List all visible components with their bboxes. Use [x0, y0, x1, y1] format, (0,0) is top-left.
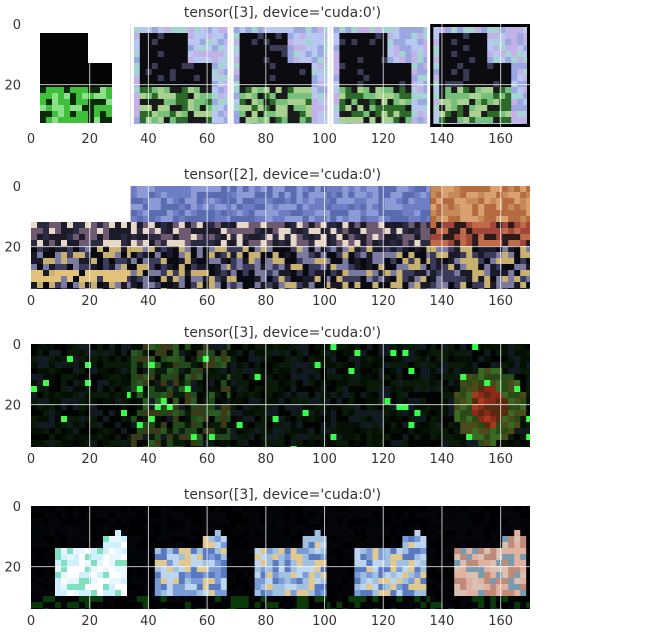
x-tick-label: 120 [371, 614, 396, 629]
image-tile-2 [130, 506, 231, 609]
image-tile-5 [433, 27, 528, 124]
image-tile-4 [330, 506, 431, 609]
chart-title: tensor([3], device='cuda:0') [184, 5, 381, 21]
x-tick-label: 60 [199, 452, 216, 467]
image-tile-4 [330, 24, 431, 127]
x-tick-label: 60 [199, 294, 216, 309]
image-tile-1 [31, 24, 131, 127]
x-tick-label: 0 [27, 452, 35, 467]
x-tick-label: 0 [27, 614, 35, 629]
x-tick-label: 140 [430, 132, 455, 147]
image-tile-5 [430, 186, 531, 289]
image-tile-1 [31, 186, 131, 289]
chart-panel-2: tensor([2], device='cuda:0') 0 20 40 60 80 100… [4, 167, 531, 309]
x-tick-label: 20 [81, 132, 98, 147]
y-tick-label: 0 [13, 18, 21, 33]
image-tile-2 [130, 24, 231, 127]
y-tick-label: 20 [4, 561, 21, 576]
chart-panel-1: tensor([3], device='cuda:0') 0 20 40 60 80 100… [4, 5, 530, 147]
image-tile-5 [430, 506, 531, 609]
chart-title: tensor([3], device='cuda:0') [184, 487, 381, 503]
y-tick-label: 20 [4, 399, 21, 414]
image-tile-3 [230, 186, 331, 289]
image-tile-4 [330, 344, 431, 447]
x-tick-label: 120 [371, 452, 396, 467]
x-tick-label: 80 [258, 294, 275, 309]
x-tick-label: 120 [371, 294, 396, 309]
image-tile-5 [430, 344, 531, 447]
image-tile-1 [31, 506, 131, 609]
x-tick-label: 20 [81, 452, 98, 467]
image-tile-3 [230, 24, 331, 127]
image-tile-3 [230, 506, 331, 609]
x-tick-label: 60 [199, 614, 216, 629]
chart-panel-3: tensor([3], device='cuda:0') 0 20 40 60 80 100… [4, 325, 531, 467]
x-tick-label: 100 [312, 452, 337, 467]
x-tick-label: 100 [312, 132, 337, 147]
x-tick-label: 40 [140, 614, 157, 629]
x-tick-label: 160 [488, 614, 513, 629]
x-tick-label: 140 [430, 614, 455, 629]
x-tick-label: 160 [488, 452, 513, 467]
y-tick-label: 0 [13, 180, 21, 195]
x-tick-label: 40 [140, 132, 157, 147]
x-tick-label: 140 [430, 294, 455, 309]
x-tick-label: 80 [258, 452, 275, 467]
chart-title: tensor([3], device='cuda:0') [184, 325, 381, 341]
x-tick-label: 0 [27, 132, 35, 147]
x-tick-label: 100 [312, 294, 337, 309]
y-tick-label: 20 [4, 241, 21, 256]
x-tick-label: 100 [312, 614, 337, 629]
chart-title: tensor([2], device='cuda:0') [184, 167, 381, 183]
x-tick-label: 160 [488, 132, 513, 147]
x-tick-label: 160 [488, 294, 513, 309]
image-tile-3 [230, 344, 331, 447]
x-tick-label: 80 [258, 614, 275, 629]
y-tick-label: 20 [4, 79, 21, 94]
image-tile-4 [330, 186, 431, 289]
x-tick-label: 140 [430, 452, 455, 467]
chart-panel-4: tensor([3], device='cuda:0') 0 20 40 60 80 100… [4, 487, 531, 629]
image-tile-2 [130, 344, 231, 447]
image-tile-2 [130, 186, 231, 289]
x-tick-label: 40 [140, 294, 157, 309]
x-tick-label: 60 [199, 132, 216, 147]
x-tick-label: 20 [81, 294, 98, 309]
x-tick-label: 120 [371, 132, 396, 147]
x-tick-label: 40 [140, 452, 157, 467]
image-tile-1 [31, 344, 131, 447]
x-tick-label: 20 [81, 614, 98, 629]
y-tick-label: 0 [13, 500, 21, 515]
y-tick-label: 0 [13, 338, 21, 353]
x-tick-label: 0 [27, 294, 35, 309]
x-tick-label: 80 [258, 132, 275, 147]
